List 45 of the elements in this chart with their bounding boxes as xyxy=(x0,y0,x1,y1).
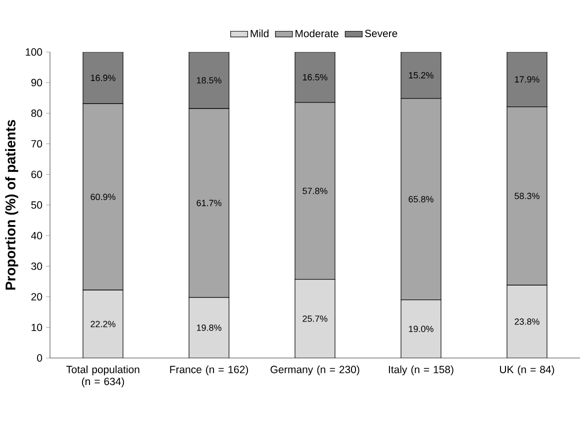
x-tick-label: France (n = 162) xyxy=(170,366,248,376)
y-tick-label: 30 xyxy=(31,262,42,270)
data-label: 60.9% xyxy=(90,194,116,200)
y-tick-label: 0 xyxy=(37,354,42,362)
y-tick-label: 60 xyxy=(31,170,42,178)
y-axis-title: Proportion (%) of patients xyxy=(5,120,18,290)
data-label: 22.2% xyxy=(90,320,116,328)
bar xyxy=(188,52,230,109)
data-label: 61.7% xyxy=(196,200,222,206)
bar xyxy=(506,284,548,358)
y-tick-label: 70 xyxy=(31,140,42,148)
data-label: 19.8% xyxy=(196,324,222,331)
bar xyxy=(400,52,442,99)
x-tick-label: Germany (n = 230) xyxy=(270,366,360,376)
bar xyxy=(189,297,229,358)
y-tick-label: 100 xyxy=(26,48,42,56)
bar xyxy=(83,290,123,358)
y-tick-label: 80 xyxy=(31,110,42,117)
x-tick-label: Total population (n = 634) xyxy=(66,366,140,388)
data-label: 57.8% xyxy=(302,188,328,194)
data-label: 58.3% xyxy=(514,192,540,200)
legend-label: Moderate xyxy=(296,30,338,38)
y-tick-label: 40 xyxy=(31,232,42,240)
data-label: 65.8% xyxy=(408,196,434,202)
data-label: 16.5% xyxy=(302,74,328,80)
data-label: 25.7% xyxy=(302,316,328,322)
x-tick-label: Italy (n = 158) xyxy=(388,366,454,376)
legend-label: Severe xyxy=(364,30,398,38)
y-tick-label: 20 xyxy=(31,293,42,301)
bar xyxy=(294,52,336,103)
data-label: 16.9% xyxy=(90,74,116,82)
y-tick-label: 50 xyxy=(31,201,42,209)
bar xyxy=(82,52,124,104)
y-tick-label: 90 xyxy=(31,78,42,86)
data-label: 19.0% xyxy=(408,326,434,332)
legend-label: Mild xyxy=(250,30,268,38)
data-label: 18.5% xyxy=(196,77,222,84)
x-tick-label: UK (n = 84) xyxy=(500,366,554,376)
data-label: 23.8% xyxy=(514,318,540,325)
bar xyxy=(506,52,548,108)
bar xyxy=(295,279,335,358)
y-tick-label: 10 xyxy=(32,324,42,332)
data-label: 15.2% xyxy=(408,72,434,78)
data-label: 17.9% xyxy=(514,76,540,83)
bar xyxy=(401,300,441,358)
